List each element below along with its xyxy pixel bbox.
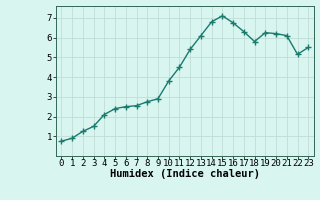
- X-axis label: Humidex (Indice chaleur): Humidex (Indice chaleur): [110, 169, 260, 179]
